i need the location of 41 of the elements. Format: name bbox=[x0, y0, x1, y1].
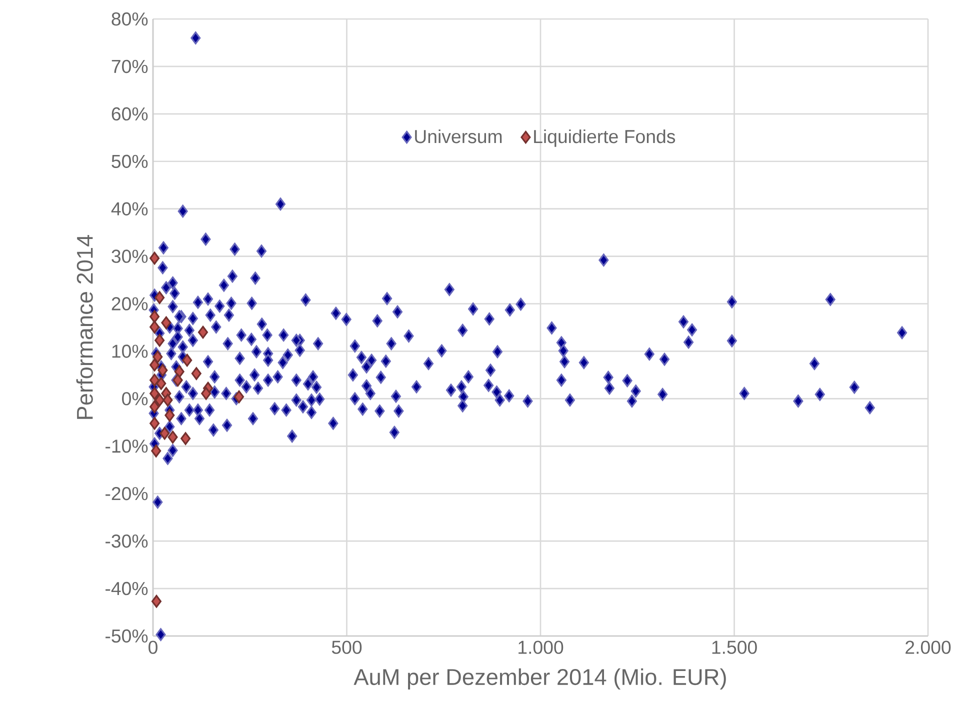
point bbox=[162, 394, 173, 407]
x-tick-label: 0 bbox=[148, 640, 158, 654]
y-tick-label: 40% bbox=[111, 202, 148, 216]
y-tick-label: 30% bbox=[112, 250, 148, 263]
y-tick-label: 50% bbox=[112, 154, 148, 168]
x-tick-label: 1.500 bbox=[712, 640, 757, 654]
x-tick-label: 500 bbox=[332, 640, 362, 654]
point bbox=[150, 387, 160, 400]
point bbox=[150, 416, 160, 430]
point bbox=[201, 387, 212, 400]
point bbox=[150, 374, 160, 387]
x-axis-title: AuM per Dezember 2014 (Mio. EUR) bbox=[354, 668, 726, 690]
y-tick-label: 0% bbox=[122, 392, 148, 406]
y-tick-label: 20% bbox=[112, 297, 148, 310]
y-tick-label: -30% bbox=[106, 534, 148, 548]
point bbox=[198, 326, 208, 339]
x-tick-label: 2.000 bbox=[906, 640, 951, 654]
point bbox=[150, 252, 160, 265]
y-axis-title: Performance 2014 bbox=[76, 234, 93, 419]
y-tick-label: 70% bbox=[112, 60, 148, 74]
point bbox=[180, 432, 191, 445]
y-tick-label: -40% bbox=[106, 582, 148, 596]
x-tick-label: 1.000 bbox=[518, 640, 564, 654]
y-tick-label: -50% bbox=[106, 629, 148, 643]
y-tick-label: 80% bbox=[112, 12, 148, 26]
legend-label: Liquidierte Fonds bbox=[534, 129, 676, 147]
legend-label: Universum bbox=[415, 129, 502, 144]
point bbox=[168, 430, 178, 444]
y-tick-label: -10% bbox=[106, 440, 148, 453]
point bbox=[154, 394, 165, 407]
y-tick-label: 60% bbox=[112, 107, 148, 121]
point bbox=[158, 364, 168, 377]
point bbox=[151, 594, 162, 608]
point bbox=[234, 390, 244, 404]
point bbox=[152, 350, 163, 364]
point bbox=[150, 320, 160, 334]
y-tick-label: -20% bbox=[106, 486, 148, 500]
point bbox=[150, 358, 160, 372]
y-tick-label: 10% bbox=[112, 344, 148, 358]
point bbox=[191, 367, 202, 380]
point bbox=[156, 377, 166, 390]
